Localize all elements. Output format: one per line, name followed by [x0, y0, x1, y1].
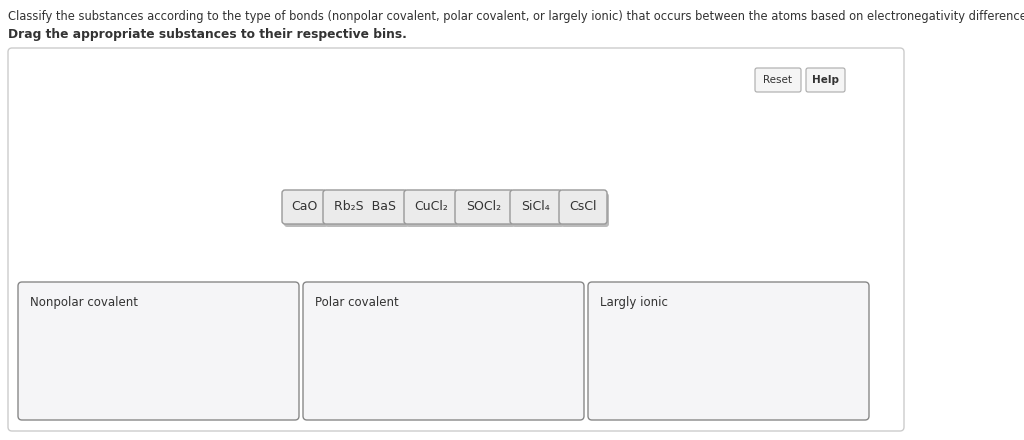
Text: Drag the appropriate substances to their respective bins.: Drag the appropriate substances to their…: [8, 28, 407, 41]
Text: Help: Help: [812, 75, 839, 85]
Text: Classify the substances according to the type of bonds (nonpolar covalent, polar: Classify the substances according to the…: [8, 10, 1024, 23]
FancyBboxPatch shape: [284, 193, 328, 227]
FancyBboxPatch shape: [510, 190, 562, 224]
FancyBboxPatch shape: [323, 190, 407, 224]
Text: CsCl: CsCl: [569, 201, 597, 213]
FancyBboxPatch shape: [561, 193, 609, 227]
Text: SiCl₄: SiCl₄: [521, 201, 550, 213]
FancyBboxPatch shape: [406, 193, 460, 227]
Text: SOCl₂: SOCl₂: [467, 201, 502, 213]
FancyBboxPatch shape: [457, 193, 515, 227]
Text: Largly ionic: Largly ionic: [600, 296, 668, 309]
FancyBboxPatch shape: [404, 190, 458, 224]
Text: CuCl₂: CuCl₂: [414, 201, 447, 213]
Text: Reset: Reset: [764, 75, 793, 85]
Text: Rb₂S  BaS: Rb₂S BaS: [334, 201, 396, 213]
FancyBboxPatch shape: [303, 282, 584, 420]
FancyBboxPatch shape: [588, 282, 869, 420]
FancyBboxPatch shape: [455, 190, 513, 224]
FancyBboxPatch shape: [559, 190, 607, 224]
Text: Polar covalent: Polar covalent: [315, 296, 398, 309]
FancyBboxPatch shape: [512, 193, 564, 227]
FancyBboxPatch shape: [755, 68, 801, 92]
Text: Nonpolar covalent: Nonpolar covalent: [30, 296, 138, 309]
FancyBboxPatch shape: [325, 193, 409, 227]
FancyBboxPatch shape: [18, 282, 299, 420]
FancyBboxPatch shape: [806, 68, 845, 92]
FancyBboxPatch shape: [8, 48, 904, 431]
FancyBboxPatch shape: [282, 190, 326, 224]
Text: CaO: CaO: [291, 201, 317, 213]
